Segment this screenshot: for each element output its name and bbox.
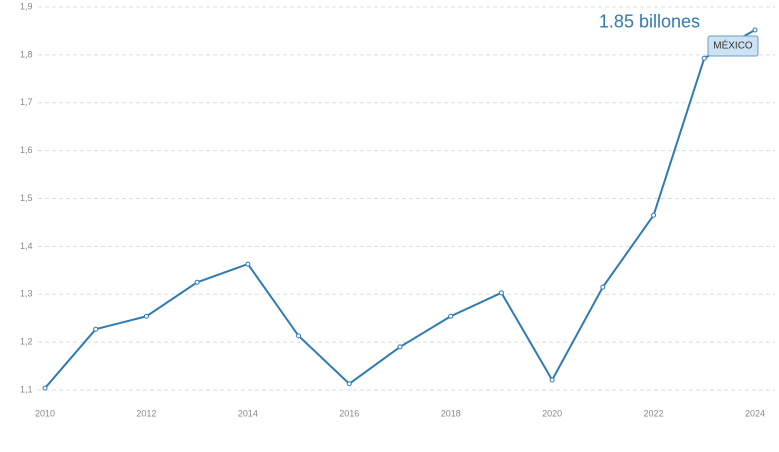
y-tick-label: 1,2 [20, 337, 33, 347]
y-tick-label: 1,6 [20, 145, 33, 155]
legend-label: MÉXICO [713, 39, 753, 52]
x-tick-label: 2014 [238, 408, 258, 418]
x-tick-label: 2022 [644, 408, 664, 418]
line [44, 29, 756, 389]
point [752, 27, 758, 33]
y-tick-label: 1,5 [20, 193, 33, 203]
point [194, 279, 200, 285]
y-tick-label: 1,3 [20, 289, 33, 299]
point [701, 55, 707, 61]
y-tick-label: 1,7 [20, 97, 33, 107]
point [549, 377, 555, 383]
point [448, 313, 454, 319]
annotation: 1.85 billones [599, 12, 700, 32]
point [397, 344, 403, 350]
y-tick-label: 1,9 [20, 1, 33, 11]
x-tick-label: 2010 [35, 408, 55, 418]
y-tick-label: 1,8 [20, 49, 33, 59]
x-tick-label: 2016 [339, 408, 359, 418]
x-tick-label: 2024 [745, 408, 765, 418]
point [600, 284, 606, 290]
point [42, 385, 48, 391]
point [498, 290, 504, 296]
x-tick-label: 2020 [542, 408, 562, 418]
point [346, 381, 352, 387]
x-tick-label: 2018 [441, 408, 461, 418]
y-tick-label: 1,1 [20, 384, 33, 394]
point [245, 261, 251, 267]
point [143, 313, 149, 319]
point [93, 326, 99, 332]
point [296, 333, 302, 339]
y-tick-label: 1,4 [20, 241, 33, 251]
point [651, 212, 657, 218]
legend-badge [707, 35, 759, 57]
x-tick-label: 2012 [136, 408, 156, 418]
